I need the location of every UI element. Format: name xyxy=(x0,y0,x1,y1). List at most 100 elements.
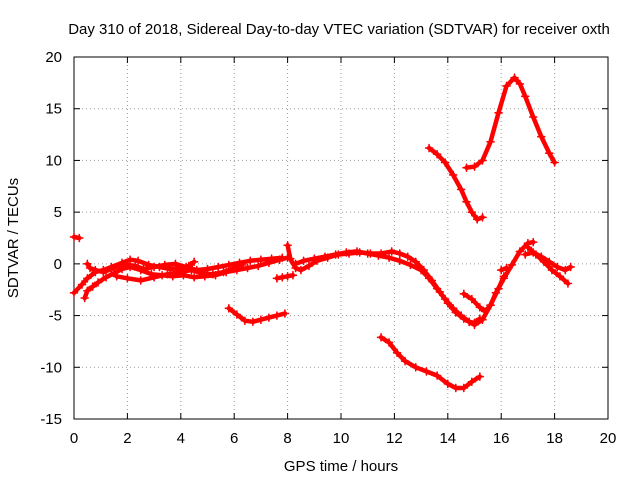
x-tick-label: 0 xyxy=(70,430,78,447)
data-point xyxy=(475,372,485,381)
data-point xyxy=(566,262,575,272)
data-point xyxy=(422,367,431,376)
data-point xyxy=(544,148,554,158)
data-point xyxy=(69,288,79,298)
data-point xyxy=(528,248,538,257)
data-point xyxy=(160,260,170,270)
data-point xyxy=(123,274,132,283)
data-point xyxy=(280,309,290,318)
data-point xyxy=(342,248,351,257)
data-point xyxy=(376,332,386,342)
data-point xyxy=(219,267,228,277)
series-line xyxy=(85,255,285,275)
data-point xyxy=(443,379,453,389)
data-point xyxy=(491,288,501,298)
data-point xyxy=(163,269,172,279)
data-point xyxy=(296,265,306,275)
data-point xyxy=(478,315,487,325)
data-point xyxy=(299,256,308,266)
data-point xyxy=(395,256,405,266)
data-point xyxy=(352,247,362,256)
data-point xyxy=(363,249,372,258)
data-point xyxy=(467,207,477,217)
data-point xyxy=(320,252,330,261)
data-point xyxy=(472,215,482,224)
data-point xyxy=(243,263,252,273)
data-point xyxy=(253,261,263,271)
data-point xyxy=(288,270,298,280)
series-arc-a xyxy=(69,232,84,243)
x-tick-label: 4 xyxy=(177,430,185,447)
y-tick-label: 5 xyxy=(54,204,62,221)
data-point xyxy=(277,253,287,262)
data-point xyxy=(451,383,461,393)
y-tick-label: 0 xyxy=(54,256,62,273)
data-point xyxy=(83,274,92,283)
data-point xyxy=(101,273,111,282)
data-point xyxy=(510,73,519,82)
data-point xyxy=(496,265,506,275)
data-point xyxy=(133,256,143,266)
axis-ticks: 0 2 4 6 8 10 12 14 16 18 20 -15 -10 -5 0 5 10 15 20 xyxy=(40,49,616,447)
data-point xyxy=(165,264,175,274)
data-point xyxy=(285,254,295,263)
data-point xyxy=(552,262,562,272)
data-point xyxy=(136,276,146,285)
data-point xyxy=(115,261,124,271)
data-point xyxy=(459,289,469,299)
y-tick-label: -10 xyxy=(40,359,62,376)
x-tick-label: 18 xyxy=(546,430,563,447)
data-point xyxy=(125,255,135,265)
data-point xyxy=(411,362,421,372)
data-point xyxy=(440,294,450,304)
series-arc-i xyxy=(291,247,509,330)
data-point xyxy=(310,254,319,263)
data-point xyxy=(480,307,490,316)
y-tick-label: -15 xyxy=(40,411,62,428)
data-point xyxy=(80,293,89,303)
data-point xyxy=(432,149,442,159)
series-arc-e xyxy=(112,260,247,285)
data-point xyxy=(499,274,509,283)
data-point xyxy=(459,383,469,393)
data-point xyxy=(224,260,234,270)
data-point xyxy=(411,257,421,267)
series-arc-o xyxy=(462,73,559,172)
data-point xyxy=(456,185,466,194)
data-point xyxy=(277,273,287,282)
data-point xyxy=(560,265,570,275)
data-point xyxy=(331,250,340,259)
data-point xyxy=(83,286,92,296)
data-point xyxy=(440,158,450,167)
data-point xyxy=(131,261,140,271)
series-group xyxy=(69,73,575,393)
data-point xyxy=(256,315,266,325)
data-point xyxy=(550,158,559,167)
series-arc-j xyxy=(459,237,538,316)
series-arc-f xyxy=(272,270,298,283)
y-tick-label: -5 xyxy=(49,308,62,325)
data-point xyxy=(424,143,434,153)
data-point xyxy=(475,302,485,312)
data-point xyxy=(291,259,300,269)
data-point xyxy=(107,264,116,274)
data-point xyxy=(462,163,471,172)
data-point xyxy=(456,311,466,320)
data-point xyxy=(395,249,405,258)
data-point xyxy=(203,264,212,274)
x-axis-label: GPS time / hours xyxy=(284,458,398,475)
series-arc-l xyxy=(523,243,573,288)
data-point xyxy=(387,247,397,256)
grid xyxy=(74,57,608,419)
data-point xyxy=(528,237,538,247)
data-point xyxy=(256,255,266,265)
data-point xyxy=(264,313,274,322)
x-tick-label: 2 xyxy=(123,430,131,447)
data-point xyxy=(187,265,196,275)
data-point xyxy=(406,260,415,270)
data-point xyxy=(384,253,394,262)
data-point xyxy=(91,265,100,275)
data-point xyxy=(176,267,186,277)
data-point xyxy=(392,348,402,358)
